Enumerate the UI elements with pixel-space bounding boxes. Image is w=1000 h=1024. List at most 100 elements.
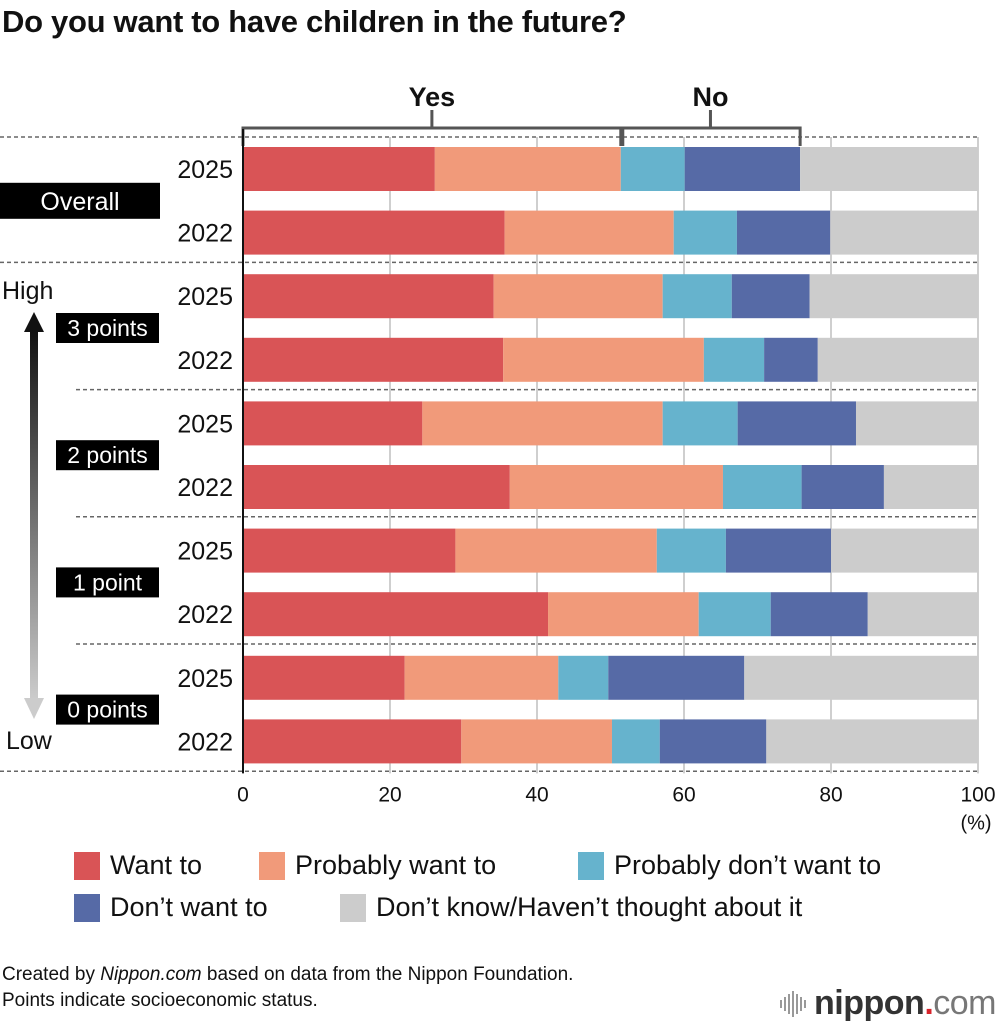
bar-segment xyxy=(509,465,723,509)
logo-bars-icon xyxy=(780,990,807,1018)
bar-segment xyxy=(404,655,559,700)
year-label: 2022 xyxy=(177,474,233,502)
bar-segment xyxy=(659,719,767,764)
scale-low-label: Low xyxy=(6,727,53,755)
bar-segment xyxy=(243,274,494,319)
year-label: 2022 xyxy=(177,601,233,629)
bar-segment xyxy=(662,401,738,446)
x-tick-label: 0 xyxy=(237,783,249,806)
scale-high-label: High xyxy=(2,277,53,305)
group-label-box xyxy=(56,440,159,471)
bar-segment xyxy=(662,274,732,319)
group-label: 0 points xyxy=(67,697,148,723)
group-label: 2 points xyxy=(67,442,148,468)
legend-item-probably-want-to: Probably want to xyxy=(259,850,496,881)
legend-swatch xyxy=(74,851,100,880)
bar-segment xyxy=(243,592,549,637)
x-tick-label: 100 xyxy=(960,783,995,806)
bar-segment xyxy=(548,592,699,637)
legend-label: Probably don’t want to xyxy=(614,850,882,880)
bar-segment xyxy=(243,147,435,191)
bar-segment xyxy=(737,401,856,446)
bars xyxy=(243,147,978,764)
legend-label: Probably want to xyxy=(295,850,497,880)
no-label: No xyxy=(692,82,728,112)
bar-segment xyxy=(722,465,802,509)
bar-segment xyxy=(817,337,978,382)
chart-title: Do you want to have children in the futu… xyxy=(2,4,627,39)
x-axis: 0 20 40 60 80 100 (%) xyxy=(237,129,996,834)
y-labels: 2025 2022 Overall 2025 2022 3 points 2025 2022 2… xyxy=(0,156,233,756)
legend-swatch xyxy=(340,893,366,922)
legend-label: Don’t want to xyxy=(110,892,268,922)
legend-label: Want to xyxy=(110,850,203,880)
bar-segment xyxy=(611,719,660,764)
scale-arrow: High Low xyxy=(2,277,53,755)
arrow-down-head-icon xyxy=(24,698,44,719)
bar-segment xyxy=(493,274,663,319)
bar-segment xyxy=(766,719,978,764)
group-label: 1 point xyxy=(73,569,143,595)
bar-segment xyxy=(243,337,504,382)
footer-credit: Created by Nippon.com based on data from… xyxy=(2,964,574,985)
bar-segment xyxy=(608,655,745,700)
bar-segment xyxy=(558,655,609,700)
arrow-up-head-icon xyxy=(24,312,44,332)
bar-segment xyxy=(243,719,462,764)
bar-segment xyxy=(800,147,978,191)
bar-segment xyxy=(422,401,663,446)
group-label: Overall xyxy=(40,188,119,216)
bar-segment xyxy=(725,528,831,573)
bar-segment xyxy=(243,210,505,255)
x-tick-label: 20 xyxy=(378,783,401,806)
legend-swatch xyxy=(74,893,100,922)
bar-segment xyxy=(684,147,801,191)
legend-item-dont-want-to: Don’t want to xyxy=(74,892,268,923)
footer: Created by Nippon.com based on data from… xyxy=(2,962,573,1014)
year-label: 2022 xyxy=(177,728,233,756)
year-label: 2025 xyxy=(177,665,233,693)
nippon-logo: nippon. com xyxy=(780,984,996,1023)
bar-segment xyxy=(243,655,405,700)
legend-item-want-to: Want to xyxy=(74,850,202,881)
bar-segment xyxy=(243,401,423,446)
bar-segment xyxy=(883,465,978,509)
x-tick-label: 80 xyxy=(819,783,842,806)
bar-segment xyxy=(703,337,765,382)
source-name: Nippon.com xyxy=(100,964,202,985)
group-label: 3 points xyxy=(67,315,148,341)
yes-label: Yes xyxy=(409,82,456,112)
year-label: 2025 xyxy=(177,156,233,184)
bar-segment xyxy=(656,528,726,573)
bar-segment xyxy=(764,337,818,382)
year-label: 2025 xyxy=(177,283,233,311)
bar-segment xyxy=(855,401,978,446)
bar-segment xyxy=(503,337,704,382)
group-label-box xyxy=(56,567,159,598)
yes-bracket xyxy=(241,126,623,146)
group-label-box xyxy=(56,313,159,343)
scale-arrow-shaft xyxy=(30,330,38,700)
year-label: 2022 xyxy=(177,220,233,248)
bar-segment xyxy=(504,210,674,255)
legend-swatch xyxy=(259,851,285,880)
legend-label: Don’t know/Haven’t thought about it xyxy=(376,892,803,922)
legend-item-probably-dont-want-to: Probably don’t want to xyxy=(578,850,881,881)
bar-segment xyxy=(243,465,510,509)
bar-segment xyxy=(243,528,456,573)
group-separators xyxy=(0,136,978,772)
x-tick-label: 60 xyxy=(672,783,695,806)
bar-segment xyxy=(698,592,771,637)
bar-segment xyxy=(830,210,978,255)
bar-segment xyxy=(801,465,884,509)
bar-segment xyxy=(461,719,612,764)
bar-segment xyxy=(731,274,810,319)
bar-segment xyxy=(434,147,621,191)
x-tick-label: 40 xyxy=(525,783,548,806)
bar-segment xyxy=(736,210,831,255)
year-label: 2025 xyxy=(177,538,233,566)
x-axis-unit-label: (%) xyxy=(960,812,991,834)
bar-segment xyxy=(744,655,978,700)
bar-segment xyxy=(809,274,978,319)
